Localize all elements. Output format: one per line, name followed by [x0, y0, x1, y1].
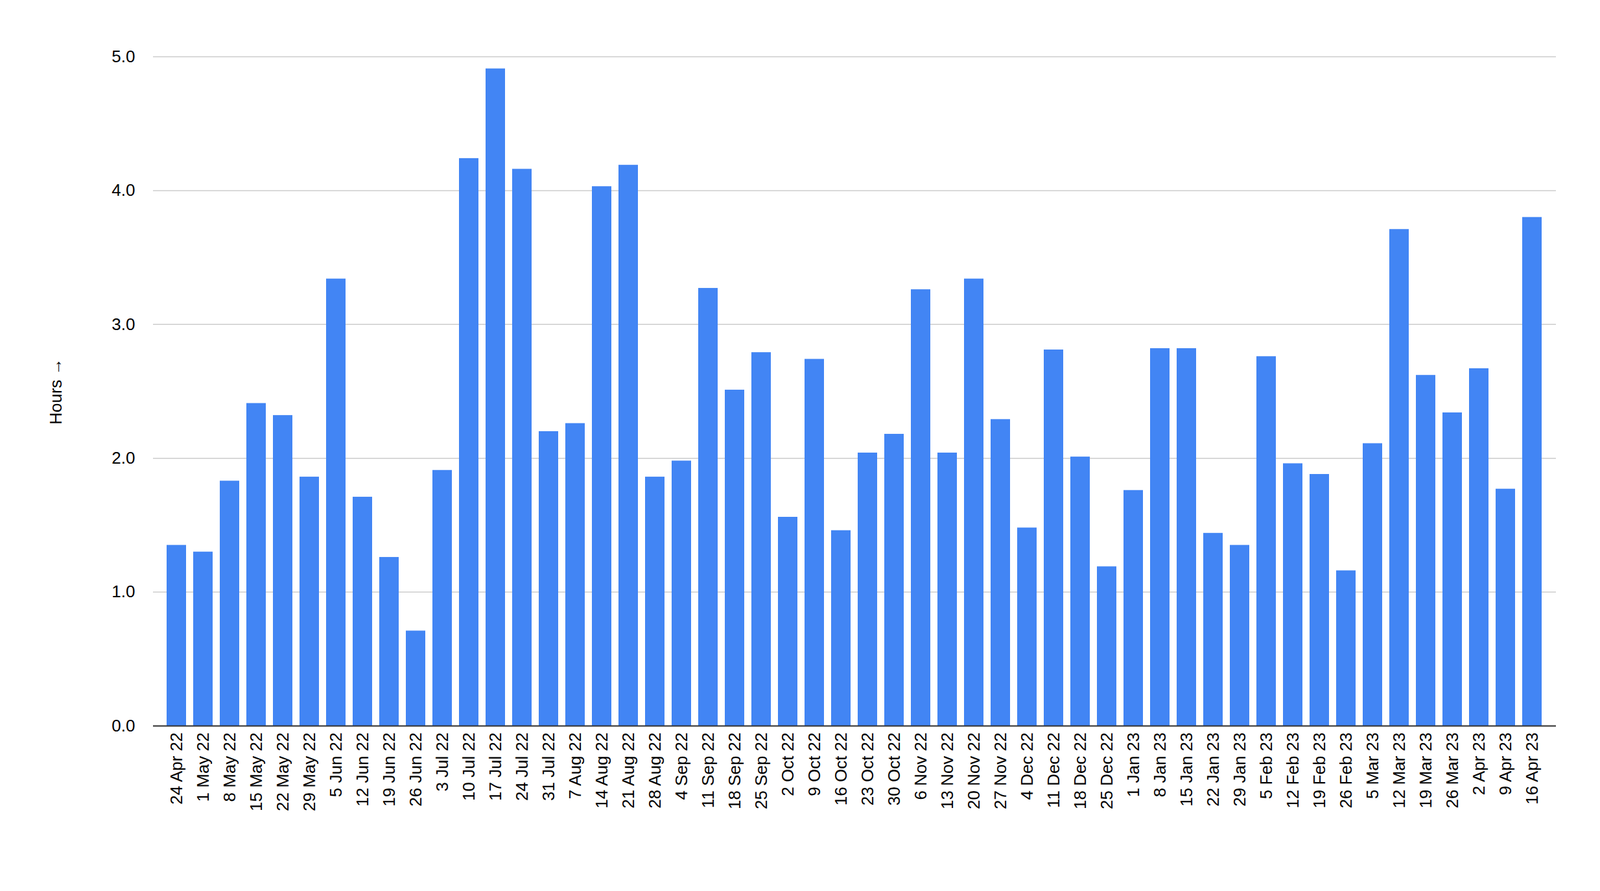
svg-text:16 Apr 23: 16 Apr 23: [1522, 732, 1542, 805]
svg-text:26 Feb 23: 26 Feb 23: [1336, 732, 1356, 809]
svg-text:13 Nov 22: 13 Nov 22: [937, 732, 957, 810]
svg-text:2.0: 2.0: [111, 447, 135, 468]
svg-text:5 Mar 23: 5 Mar 23: [1362, 732, 1383, 800]
svg-text:18 Dec 22: 18 Dec 22: [1070, 732, 1090, 810]
svg-text:27 Nov 22: 27 Nov 22: [990, 732, 1011, 810]
svg-text:18 Sep 22: 18 Sep 22: [724, 732, 745, 810]
svg-text:23 Oct 22: 23 Oct 22: [857, 732, 878, 806]
svg-text:2 Apr 23: 2 Apr 23: [1469, 732, 1489, 796]
svg-text:19 Jun 22: 19 Jun 22: [379, 732, 399, 807]
svg-text:1 May 22: 1 May 22: [193, 732, 213, 802]
svg-text:5 Feb 23: 5 Feb 23: [1256, 732, 1276, 800]
svg-text:4 Dec 22: 4 Dec 22: [1017, 732, 1037, 800]
svg-text:21 Aug 22: 21 Aug 22: [618, 732, 638, 809]
svg-text:15 May 22: 15 May 22: [246, 732, 266, 812]
svg-text:7 Aug 22: 7 Aug 22: [565, 732, 585, 800]
svg-text:29 Jan 23: 29 Jan 23: [1229, 732, 1250, 807]
svg-text:6 Nov 22: 6 Nov 22: [910, 732, 931, 800]
svg-text:9 Apr 23: 9 Apr 23: [1495, 732, 1516, 796]
svg-text:12 Mar 23: 12 Mar 23: [1389, 732, 1409, 809]
svg-text:Hours →: Hours →: [46, 357, 66, 425]
svg-text:3.0: 3.0: [111, 314, 135, 334]
svg-text:12 Feb 23: 12 Feb 23: [1282, 732, 1303, 809]
svg-text:24 Apr 22: 24 Apr 22: [166, 732, 187, 805]
svg-text:30 Oct 22: 30 Oct 22: [884, 732, 904, 806]
svg-text:29 May 22: 29 May 22: [299, 732, 319, 812]
svg-text:19 Mar 23: 19 Mar 23: [1415, 732, 1436, 809]
svg-text:14 Aug 22: 14 Aug 22: [591, 732, 612, 809]
svg-text:5 Jun 22: 5 Jun 22: [326, 732, 346, 798]
svg-text:17 Jul 22: 17 Jul 22: [485, 732, 506, 802]
svg-text:15 Jan 23: 15 Jan 23: [1176, 732, 1197, 807]
svg-text:11 Sep 22: 11 Sep 22: [698, 732, 718, 809]
svg-text:24 Jul 22: 24 Jul 22: [512, 732, 532, 802]
svg-text:11 Dec 22: 11 Dec 22: [1043, 732, 1064, 809]
svg-text:1 Jan 23: 1 Jan 23: [1123, 732, 1143, 798]
svg-text:1.0: 1.0: [111, 581, 135, 601]
svg-text:10 Jul 22: 10 Jul 22: [458, 732, 479, 802]
svg-text:25 Dec 22: 25 Dec 22: [1096, 732, 1117, 810]
svg-text:28 Aug 22: 28 Aug 22: [645, 732, 665, 809]
svg-text:12 Jun 22: 12 Jun 22: [352, 732, 373, 807]
svg-text:0.0: 0.0: [111, 715, 135, 736]
svg-text:22 Jan 23: 22 Jan 23: [1203, 732, 1223, 807]
svg-text:26 Mar 23: 26 Mar 23: [1442, 732, 1462, 809]
svg-text:19 Feb 23: 19 Feb 23: [1309, 732, 1330, 809]
svg-text:8 May 22: 8 May 22: [219, 732, 240, 802]
svg-text:3 Jul 22: 3 Jul 22: [432, 732, 452, 792]
svg-text:8 Jan 23: 8 Jan 23: [1150, 732, 1170, 798]
svg-text:31 Jul 22: 31 Jul 22: [538, 732, 559, 802]
svg-text:16 Oct 22: 16 Oct 22: [831, 732, 851, 806]
svg-text:22 May 22: 22 May 22: [272, 732, 293, 812]
svg-text:5.0: 5.0: [111, 46, 135, 67]
svg-text:4.0: 4.0: [111, 180, 135, 200]
svg-text:2 Oct 22: 2 Oct 22: [777, 732, 798, 797]
svg-text:26 Jun 22: 26 Jun 22: [405, 732, 426, 807]
svg-text:25 Sep 22: 25 Sep 22: [751, 732, 771, 810]
svg-text:4 Sep 22: 4 Sep 22: [671, 732, 692, 800]
svg-text:9 Oct 22: 9 Oct 22: [804, 732, 824, 797]
svg-text:20 Nov 22: 20 Nov 22: [964, 732, 984, 810]
